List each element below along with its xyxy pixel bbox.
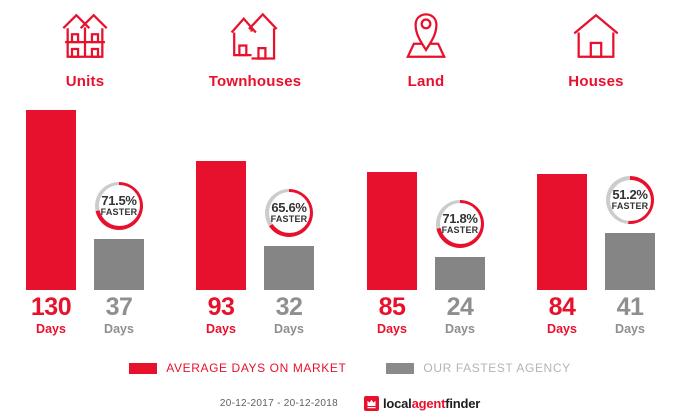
group-plot: 71.5% FASTER xyxy=(26,110,144,290)
average-days-value: 84 Days xyxy=(547,293,577,337)
bar-average-days xyxy=(367,172,417,290)
legend: AVERAGE DAYS ON MARKET OUR FASTEST AGENC… xyxy=(0,361,700,375)
group-header: Houses xyxy=(537,10,655,90)
chart-group-houses: Houses 51.2% FASTER 84 Days 41 Days xyxy=(537,10,655,350)
bar-fastest-agency xyxy=(264,245,314,290)
localagentfinder-logo: localagentfinder xyxy=(363,396,481,411)
group-header: Townhouses xyxy=(196,10,314,90)
category-label: Units xyxy=(65,73,105,90)
logo-part-local: local xyxy=(382,396,412,411)
fastest-days-value: 41 Days xyxy=(615,293,645,337)
bar-average-days xyxy=(26,110,76,290)
faster-badge: 65.6% FASTER xyxy=(265,188,313,237)
crown-logo-icon xyxy=(363,396,379,411)
faster-badge: 51.2% FASTER xyxy=(606,176,654,225)
faster-percent: 71.8% xyxy=(442,211,478,227)
fastest-days-value: 37 Days xyxy=(104,293,134,337)
chart-group-townhouses: Townhouses 65.6% FASTER 93 Days 32 Days xyxy=(196,10,314,350)
group-plot: 65.6% FASTER xyxy=(196,110,314,290)
houses-icon xyxy=(573,13,619,58)
faster-word: FASTER xyxy=(611,201,649,212)
category-label: Townhouses xyxy=(208,73,302,90)
faster-word: FASTER xyxy=(270,213,308,224)
legend-swatch-gray xyxy=(386,362,415,374)
bar-average-days xyxy=(537,173,587,290)
faster-percent: 65.6% xyxy=(271,199,307,215)
average-days-value: 130 Days xyxy=(30,293,72,337)
faster-percent: 51.2% xyxy=(612,187,648,203)
legend-label: AVERAGE DAYS ON MARKET xyxy=(166,361,347,375)
footer: 20-12-2017 - 20-12-2018 localagentfinder xyxy=(0,396,700,411)
townhouses-icon xyxy=(230,12,278,60)
chart-group-units: Units 71.5% FASTER 130 Days 37 Days xyxy=(26,10,144,350)
average-days-value: 93 Days xyxy=(206,293,236,337)
logo-part-finder: finder xyxy=(445,396,481,411)
legend-item-average-days: AVERAGE DAYS ON MARKET xyxy=(129,361,346,375)
legend-swatch-red xyxy=(129,362,158,374)
group-header: Land xyxy=(367,10,485,90)
group-header: Units xyxy=(26,10,144,90)
faster-percent: 71.5% xyxy=(101,193,137,209)
legend-item-fastest-agency: OUR FASTEST AGENCY xyxy=(386,361,570,375)
average-days-value: 85 Days xyxy=(377,293,407,337)
bar-fastest-agency xyxy=(435,256,485,290)
date-range: 20-12-2017 - 20-12-2018 xyxy=(219,398,338,409)
faster-word: FASTER xyxy=(441,224,479,235)
fastest-days-value: 24 Days xyxy=(445,293,475,337)
faster-badge: 71.5% FASTER xyxy=(95,181,143,230)
fastest-days-value: 32 Days xyxy=(274,293,304,337)
chart-group-land: Land 71.8% FASTER 85 Days 24 Days xyxy=(367,10,485,350)
group-plot: 71.8% FASTER xyxy=(367,110,485,290)
legend-label: OUR FASTEST AGENCY xyxy=(423,361,571,375)
faster-word: FASTER xyxy=(100,206,138,217)
land-icon xyxy=(406,13,446,58)
units-icon xyxy=(62,13,108,58)
bar-fastest-agency xyxy=(605,233,655,290)
group-plot: 51.2% FASTER xyxy=(537,110,655,290)
bar-fastest-agency xyxy=(94,238,144,290)
category-label: Houses xyxy=(568,73,624,90)
category-label: Land xyxy=(407,73,445,90)
faster-badge: 71.8% FASTER xyxy=(436,199,484,248)
bar-average-days xyxy=(196,161,246,290)
logo-part-agent: agent xyxy=(411,396,446,411)
